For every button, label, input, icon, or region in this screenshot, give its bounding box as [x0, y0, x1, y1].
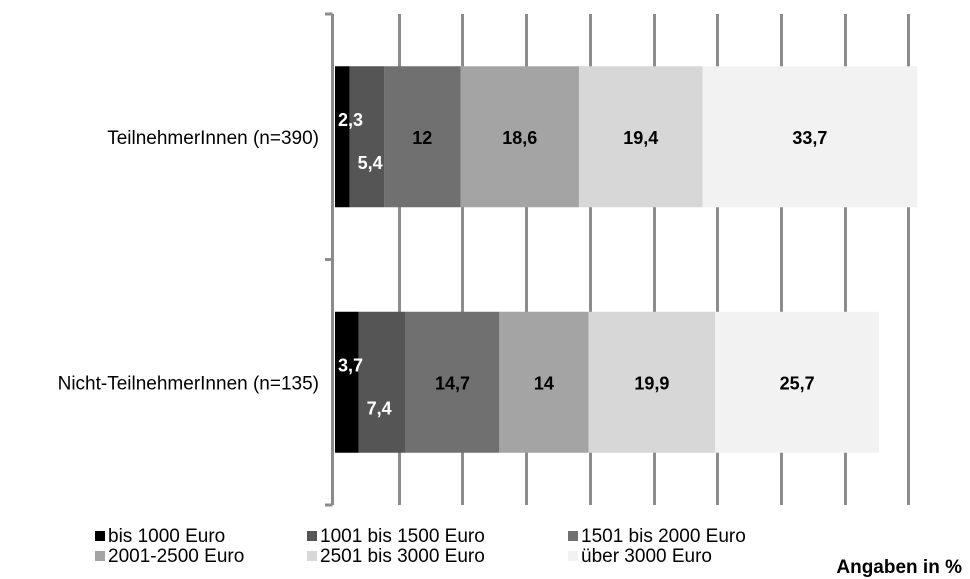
data-label: 14	[534, 373, 554, 393]
legend-item: über 3000 Euro	[568, 547, 712, 567]
legend-item: 2501 bis 3000 Euro	[307, 547, 485, 567]
bar-segment	[358, 311, 406, 453]
bar-segment	[405, 311, 500, 453]
bar-segment	[588, 311, 716, 453]
legend-label: 1501 bis 2000 Euro	[581, 526, 746, 547]
legend: bis 1000 Euro 2001-2500 Euro 1001 bis 15…	[0, 527, 970, 579]
unit-note: Angaben in %	[836, 557, 962, 578]
data-label: 3,7	[338, 355, 363, 375]
category-label: TeilnehmerInnen (n=390)	[107, 128, 319, 149]
data-label: 7,4	[367, 398, 392, 418]
bar-segment	[460, 66, 579, 208]
bar-segment	[702, 66, 918, 208]
legend-item: 1001 bis 1500 Euro	[307, 527, 485, 547]
data-label: 25,7	[780, 373, 815, 393]
legend-item: 1501 bis 2000 Euro	[568, 527, 746, 547]
legend-label: 2501 bis 3000 Euro	[320, 546, 485, 567]
bar-segment	[335, 66, 350, 208]
legend-swatch	[307, 551, 317, 561]
bar-segment	[499, 311, 589, 453]
category-labels: TeilnehmerInnen (n=390) Nicht-TeilnehmerI…	[58, 128, 319, 395]
segment-labels: 2,3 5,4 12 18,6 19,4 33,7 3,7 7,4 14,7 14 19,9 25,7	[338, 110, 827, 419]
legend-label: über 3000 Euro	[581, 546, 712, 567]
bar-segment	[335, 311, 359, 453]
bar-segments	[335, 66, 918, 453]
legend-label: 1001 bis 1500 Euro	[320, 526, 485, 547]
legend-item: bis 1000 Euro	[95, 527, 225, 547]
legend-label: bis 1000 Euro	[108, 526, 226, 547]
data-label: 19,9	[634, 373, 669, 393]
data-label: 2,3	[338, 110, 363, 130]
legend-swatch	[568, 531, 578, 541]
data-label: 14,7	[435, 373, 470, 393]
legend-item: 2001-2500 Euro	[95, 547, 244, 567]
bar-segment	[349, 66, 385, 208]
bar-segment	[715, 311, 879, 453]
legend-label: 2001-2500 Euro	[108, 546, 245, 567]
legend-swatch	[568, 551, 578, 561]
category-axis	[325, 12, 334, 507]
bar-segment	[578, 66, 703, 208]
legend-swatch	[95, 531, 105, 541]
category-label: Nicht-TeilnehmerInnen (n=135)	[58, 373, 319, 394]
bar-segment	[384, 66, 461, 208]
legend-swatch	[95, 551, 105, 561]
data-label: 5,4	[358, 153, 383, 173]
data-label: 18,6	[502, 128, 537, 148]
legend-swatch	[307, 531, 317, 541]
data-label: 19,4	[623, 128, 658, 148]
data-label: 12	[412, 128, 432, 148]
data-label: 33,7	[792, 128, 827, 148]
